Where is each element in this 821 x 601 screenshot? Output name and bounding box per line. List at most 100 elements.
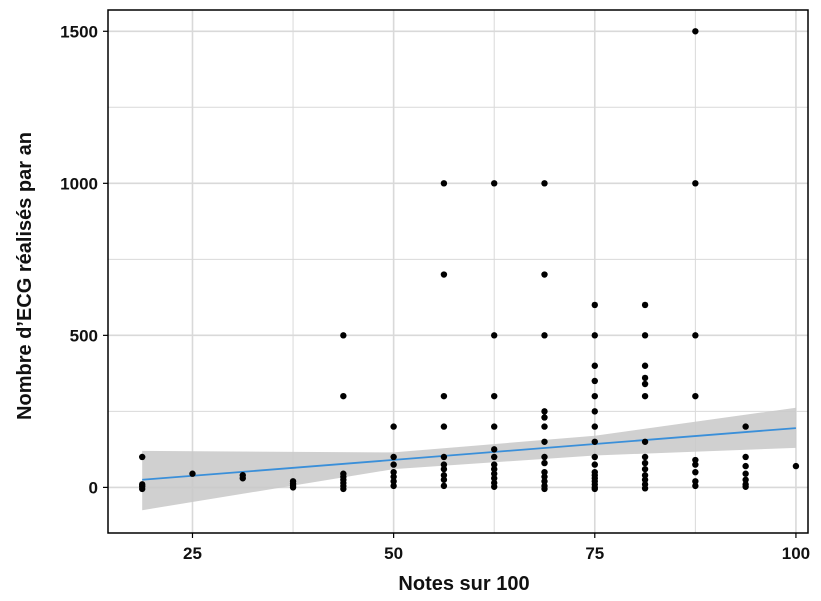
data-point bbox=[692, 478, 699, 485]
data-point bbox=[641, 453, 649, 461]
data-point bbox=[742, 470, 749, 477]
data-point bbox=[641, 380, 649, 388]
data-point bbox=[591, 392, 598, 400]
y-axis-ticks: 0 500 1000 1500 bbox=[60, 22, 108, 497]
data-point bbox=[440, 472, 448, 479]
data-point bbox=[440, 476, 448, 483]
data-point bbox=[692, 180, 699, 187]
data-point bbox=[541, 473, 548, 480]
data-point bbox=[541, 453, 548, 461]
data-point bbox=[491, 392, 498, 400]
data-point bbox=[591, 408, 598, 415]
data-point bbox=[390, 473, 397, 480]
data-point bbox=[641, 362, 649, 369]
data-point bbox=[692, 28, 699, 35]
data-point bbox=[742, 423, 749, 430]
data-point bbox=[591, 377, 598, 385]
data-point bbox=[692, 456, 699, 464]
data-point bbox=[440, 271, 448, 278]
data-point bbox=[692, 482, 699, 490]
data-point bbox=[138, 485, 146, 493]
data-point bbox=[189, 470, 196, 477]
minor-gridlines bbox=[108, 10, 808, 533]
data-point bbox=[742, 462, 749, 470]
data-point bbox=[641, 301, 649, 309]
data-point bbox=[641, 459, 649, 467]
data-point bbox=[692, 461, 699, 468]
x-axis-title: Notes sur 100 bbox=[398, 573, 529, 595]
data-point bbox=[440, 392, 448, 400]
data-point bbox=[541, 438, 548, 445]
data-point bbox=[491, 483, 498, 490]
data-point bbox=[239, 475, 246, 482]
y-tick-label: 500 bbox=[70, 326, 98, 345]
confidence-band bbox=[142, 407, 796, 511]
data-point bbox=[641, 476, 649, 483]
x-tick-label: 25 bbox=[183, 544, 202, 563]
data-point bbox=[440, 423, 448, 430]
data-point bbox=[541, 459, 548, 467]
y-tick-label: 0 bbox=[89, 478, 98, 497]
trend-line-layer bbox=[142, 427, 797, 481]
data-point bbox=[692, 468, 699, 476]
data-point bbox=[541, 423, 548, 430]
data-points bbox=[138, 28, 800, 493]
data-point bbox=[491, 180, 498, 187]
data-point bbox=[591, 423, 598, 430]
confidence-band-layer bbox=[142, 407, 796, 511]
data-point bbox=[390, 468, 397, 476]
data-point bbox=[390, 453, 397, 461]
data-point bbox=[692, 332, 699, 339]
x-tick-label: 75 bbox=[585, 544, 604, 563]
data-point bbox=[138, 453, 146, 461]
plot-frame bbox=[107, 9, 809, 534]
data-point bbox=[641, 485, 649, 492]
data-point bbox=[491, 461, 498, 468]
data-point bbox=[591, 453, 598, 461]
data-point bbox=[541, 414, 548, 421]
data-point bbox=[491, 446, 498, 453]
data-point bbox=[541, 408, 548, 415]
data-point bbox=[541, 180, 548, 187]
data-point bbox=[792, 462, 800, 470]
data-point bbox=[340, 485, 347, 493]
data-point bbox=[641, 374, 649, 382]
data-point bbox=[742, 476, 749, 483]
data-point bbox=[541, 478, 548, 485]
data-point bbox=[591, 461, 598, 468]
x-axis-ticks: 25 50 75 100 bbox=[183, 533, 810, 563]
data-point bbox=[440, 461, 448, 468]
data-point bbox=[340, 392, 347, 400]
data-point bbox=[541, 468, 548, 476]
data-point bbox=[491, 423, 498, 430]
y-tick-label: 1000 bbox=[60, 174, 98, 193]
data-point bbox=[491, 465, 498, 473]
data-point bbox=[742, 453, 749, 461]
data-point bbox=[541, 271, 548, 278]
data-point bbox=[591, 485, 598, 493]
y-tick-label: 1500 bbox=[60, 22, 98, 41]
data-point bbox=[340, 332, 347, 339]
data-point bbox=[390, 461, 397, 468]
x-tick-label: 50 bbox=[384, 544, 403, 563]
data-point bbox=[440, 465, 448, 473]
data-point bbox=[641, 472, 649, 479]
data-point bbox=[491, 453, 498, 461]
data-point bbox=[491, 475, 498, 482]
data-point bbox=[641, 438, 649, 445]
data-point bbox=[591, 438, 598, 445]
data-point bbox=[692, 392, 699, 400]
data-point bbox=[641, 392, 649, 400]
data-point bbox=[591, 332, 598, 339]
data-point bbox=[289, 484, 297, 491]
y-axis-title: Nombre d’ECG réalisés par an bbox=[14, 132, 36, 420]
data-point bbox=[491, 470, 498, 477]
data-point bbox=[390, 478, 397, 485]
data-point bbox=[591, 362, 598, 369]
data-point bbox=[440, 482, 448, 490]
data-point bbox=[641, 465, 649, 473]
data-point bbox=[390, 423, 397, 430]
data-point bbox=[541, 332, 548, 339]
